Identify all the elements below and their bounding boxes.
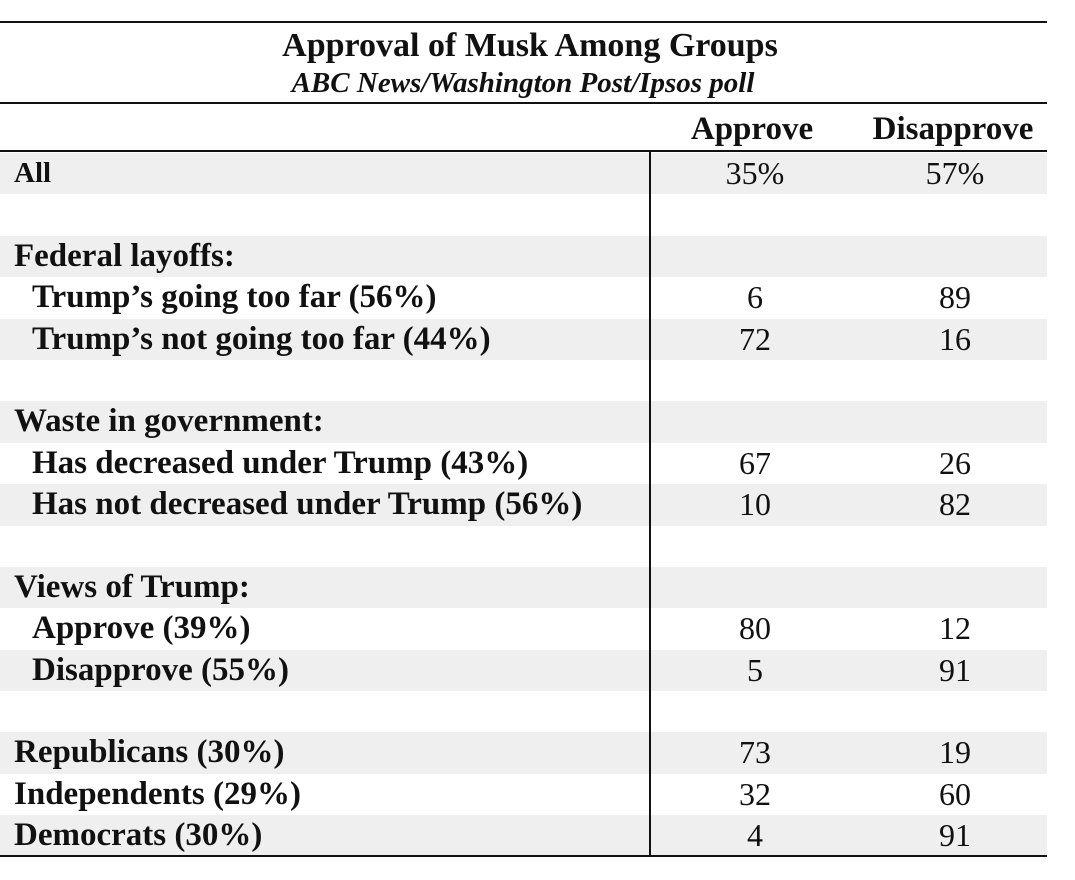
approve-value: 5 (747, 651, 763, 688)
table-row: Disapprove (55%) 5 91 (0, 649, 1047, 692)
disapprove-value (890, 401, 1020, 442)
row-label: Republicans (30%) (14, 734, 285, 771)
disapprove-value (890, 236, 1020, 277)
table-row: Republicans (30%) 73 19 (0, 732, 1047, 774)
table-row (0, 360, 1047, 401)
approve-value: 73 (739, 734, 771, 771)
table-row (0, 526, 1047, 567)
disapprove-value: 60 (939, 775, 971, 812)
column-header-approve: Approve (690, 111, 814, 147)
approve-value (690, 401, 820, 442)
row-label: Views of Trump: (14, 568, 250, 605)
table-row: Trump’s going too far (56%) 6 89 (0, 277, 1047, 318)
approve-value (690, 236, 820, 277)
table-row: Trump’s not going too far (44%) 72 16 (0, 318, 1047, 360)
disapprove-value: 89 (939, 279, 971, 316)
column-divider (649, 151, 651, 856)
approve-value: 4 (747, 817, 763, 854)
approve-value (690, 526, 820, 567)
bottom-rule (0, 855, 1047, 857)
row-label: Has decreased under Trump (43%) (32, 444, 529, 481)
table-row: All 35% 57% (0, 153, 1047, 195)
table-row: Approve (39%) 80 12 (0, 608, 1047, 649)
disapprove-value (890, 360, 1020, 401)
table-row: Federal layoffs: (0, 235, 1047, 278)
approve-value: 10 (739, 486, 771, 523)
row-label: All (14, 157, 52, 189)
table-row (0, 194, 1047, 235)
row-label: Democrats (30%) (14, 817, 263, 854)
approve-value (690, 194, 820, 235)
approve-value: 6 (747, 279, 763, 316)
disapprove-value (890, 567, 1020, 608)
disapprove-value: 19 (939, 734, 971, 771)
disapprove-value: 16 (939, 320, 971, 357)
disapprove-value: 12 (939, 610, 971, 647)
disapprove-value: 91 (939, 817, 971, 854)
row-label: Disapprove (55%) (32, 651, 289, 688)
approve-value (690, 567, 820, 608)
table-body: All 35% 57% Federal layoffs: Trump’s going t… (0, 153, 1047, 857)
header-rule (0, 150, 1047, 152)
column-header-disapprove: Disapprove (872, 111, 1034, 147)
table-row: Views of Trump: (0, 566, 1047, 609)
title-rule (0, 102, 1047, 104)
approve-value (690, 360, 820, 401)
disapprove-value (890, 526, 1020, 567)
approve-value: 67 (739, 444, 771, 481)
disapprove-value (890, 691, 1020, 732)
approve-value: 32 (739, 775, 771, 812)
table-row: Democrats (30%) 4 91 (0, 815, 1047, 857)
table-row: Has decreased under Trump (43%) 67 26 (0, 443, 1047, 484)
table-row: Waste in government: (0, 401, 1047, 443)
row-label: Waste in government: (14, 403, 324, 440)
table-row (0, 691, 1047, 732)
table-row: Independents (29%) 32 60 (0, 774, 1047, 815)
approve-value: 72 (739, 320, 771, 357)
row-label: Independents (29%) (14, 775, 301, 812)
table-row: Has not decreased under Trump (56%) 10 82 (0, 484, 1047, 526)
row-label: Trump’s not going too far (44%) (32, 320, 491, 357)
disapprove-value: 82 (939, 486, 971, 523)
approve-value: 80 (739, 610, 771, 647)
top-rule (0, 21, 1047, 23)
disapprove-value: 57% (925, 155, 985, 191)
disapprove-value: 91 (939, 651, 971, 688)
row-label: Has not decreased under Trump (56%) (32, 486, 583, 523)
approve-value (690, 691, 820, 732)
disapprove-value: 26 (939, 444, 971, 481)
row-label: Federal layoffs: (14, 237, 235, 274)
approve-value: 35% (725, 155, 785, 191)
table-title: Approval of Musk Among Groups (282, 27, 778, 64)
row-label: Trump’s going too far (56%) (32, 279, 437, 316)
table-subtitle: ABC News/Washington Post/Ipsos poll (291, 67, 755, 99)
disapprove-value (890, 194, 1020, 235)
row-label: Approve (39%) (32, 610, 251, 647)
